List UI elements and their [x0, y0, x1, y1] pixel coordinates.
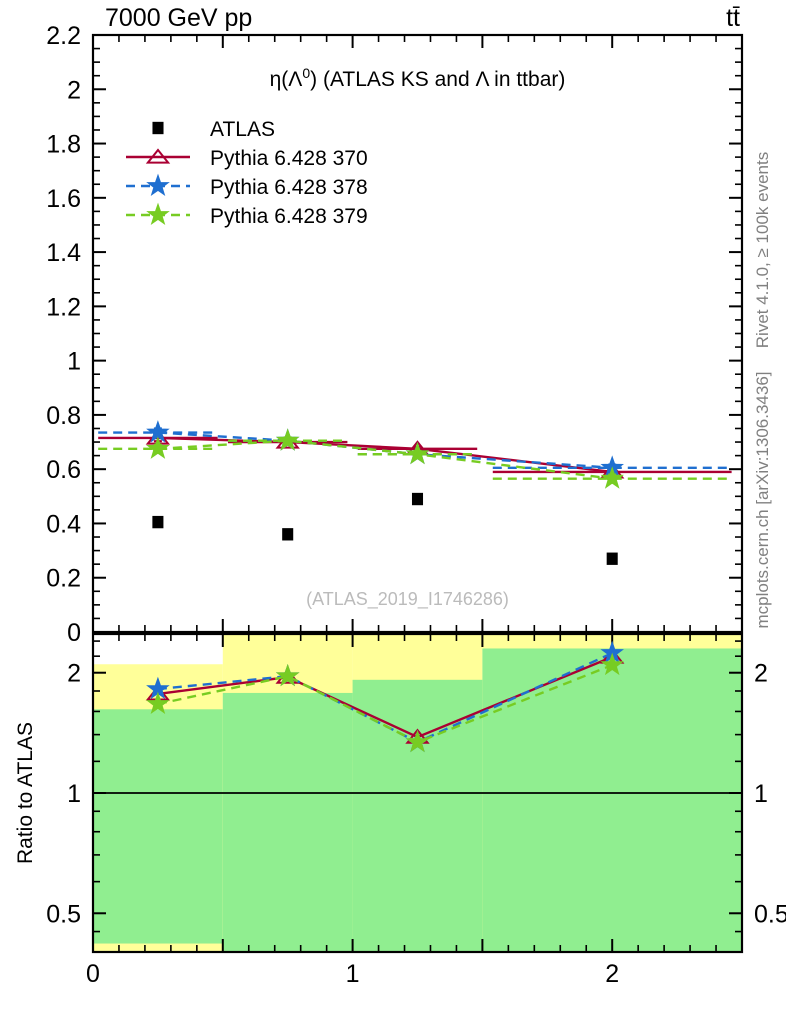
- marker-square: [152, 515, 164, 529]
- main-plot-title: η(Λ0) (ATLAS KS and Λ in ttbar): [270, 65, 566, 91]
- legend-item-4[interactable]: Pythia 6.428 379: [126, 202, 368, 228]
- marker-square: [282, 528, 294, 541]
- header-right-label: tt̄: [726, 4, 740, 32]
- marker-square: [152, 121, 164, 135]
- main-plot-frame: [91, 33, 744, 634]
- marker-star: [275, 428, 300, 451]
- y-tick-label-main: 2.2: [46, 22, 81, 50]
- y-tick-label-main: 1: [67, 348, 81, 376]
- x-tick-label: 2: [605, 960, 619, 988]
- marker-star: [146, 173, 170, 197]
- marker-star: [146, 202, 170, 226]
- ratio-panel-axes: 0.5 0.5 1 1 2 2 0 1 2: [46, 632, 786, 988]
- band-inner: [222, 692, 353, 952]
- series-1: [152, 492, 618, 565]
- sidebar-bottom-label: mcplots.cern.ch [arXiv:1306.3436]: [753, 371, 772, 628]
- marker-star: [146, 436, 170, 459]
- y-tick-label-main: 0.4: [46, 510, 81, 538]
- ratio-series-3: [146, 652, 624, 753]
- ratio-y-axis-label: Ratio to ATLAS: [14, 722, 37, 864]
- marker-square: [606, 552, 618, 565]
- sidebar-top-label: Rivet 4.1.0, ≥ 100k events: [753, 152, 772, 348]
- series-line: [157, 436, 613, 474]
- x-tick-label: 1: [346, 960, 360, 988]
- title-text: η(Λ0) (ATLAS KS and Λ in ttbar): [270, 65, 566, 91]
- y-tick-label-ratio: 2: [67, 660, 81, 688]
- y-tick-label-main: 0: [67, 619, 81, 647]
- series-4: [98, 428, 732, 489]
- y-tick-label-ratio-right: 2: [754, 660, 768, 688]
- ratio-series-line: [157, 651, 613, 744]
- marker-triangle: [145, 148, 171, 164]
- band-inner: [93, 709, 223, 944]
- y-tick-label-ratio-right: 0.5: [754, 900, 786, 928]
- y-tick-label-main: 1.2: [46, 293, 81, 321]
- y-tick-label-main: 0.2: [46, 565, 81, 593]
- marker-star: [405, 729, 430, 753]
- series-line: [157, 439, 613, 480]
- y-tick-label-main: 1.8: [46, 131, 81, 159]
- y-tick-label-main: 1.4: [46, 239, 81, 267]
- y-tick-label-ratio-right: 1: [754, 780, 768, 808]
- legend: ATLAS Pythia 6.428 370 Pythia 6.428 378 Pyt…: [126, 118, 368, 228]
- marker-square: [411, 492, 424, 506]
- legend-label: Pythia 6.428 379: [210, 205, 368, 228]
- main-panel-axes: 0 0.2 0.4 0.6 0.8 1 1.2 1.4 1.6 1.8 2 2.2: [46, 22, 744, 647]
- header-left-label: 7000 GeV pp: [105, 4, 252, 32]
- legend-item-3[interactable]: Pythia 6.428 378: [126, 173, 368, 199]
- y-tick-label-main: 0.8: [46, 402, 81, 430]
- marker-star: [275, 663, 300, 687]
- legend-label: Pythia 6.428 378: [210, 176, 368, 199]
- legend-item-1[interactable]: ATLAS: [152, 118, 275, 141]
- ratio-data-series: [145, 640, 625, 753]
- watermark-label: (ATLAS_2019_I1746286): [306, 589, 509, 610]
- main-data-series: [98, 420, 732, 565]
- legend-item-2[interactable]: Pythia 6.428 370: [126, 147, 368, 170]
- x-tick-label: 0: [86, 960, 100, 988]
- band-inner: [352, 679, 483, 952]
- y-tick-label-main: 0.6: [46, 456, 81, 484]
- y-tick-label-main: 2: [67, 76, 81, 104]
- marker-star: [600, 652, 624, 676]
- ratio-series-line: [157, 663, 613, 744]
- legend-label: ATLAS: [210, 118, 275, 141]
- legend-label: Pythia 6.428 370: [210, 147, 368, 170]
- y-tick-label-ratio: 0.5: [46, 900, 81, 928]
- marker-star: [600, 466, 624, 489]
- marker-star: [146, 691, 170, 715]
- marker-star: [405, 441, 430, 465]
- y-tick-label-main: 1.6: [46, 185, 81, 213]
- y-tick-label-ratio: 1: [67, 780, 81, 808]
